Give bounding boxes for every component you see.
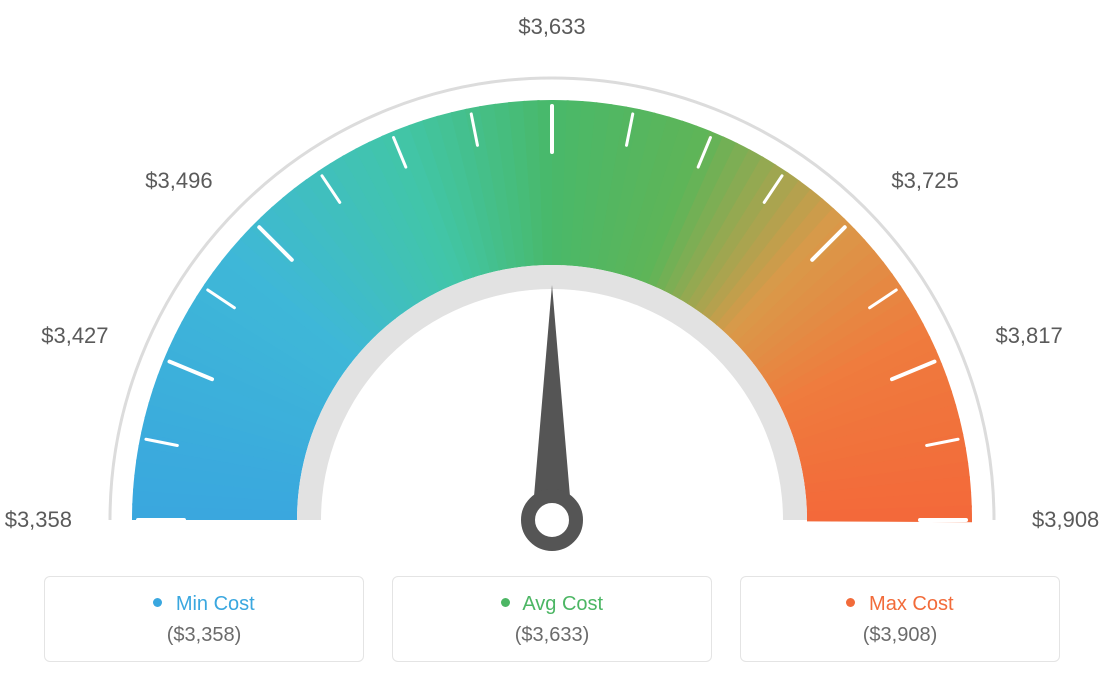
legend-label: Max Cost [869, 593, 953, 615]
dot-icon [153, 598, 162, 607]
legend-value-max: ($3,908) [741, 624, 1059, 647]
gauge-svg [52, 30, 1052, 590]
gauge-tick-label: $3,358 [5, 507, 72, 533]
legend-value-avg: ($3,633) [393, 624, 711, 647]
gauge-tick-label: $3,496 [145, 168, 212, 194]
legend-card-avg: Avg Cost ($3,633) [392, 576, 712, 662]
legend-card-min: Min Cost ($3,358) [44, 576, 364, 662]
legend-title-min: Min Cost [45, 593, 363, 616]
gauge-tick-label: $3,427 [41, 323, 108, 349]
legend-row: Min Cost ($3,358) Avg Cost ($3,633) Max … [0, 576, 1104, 662]
legend-title-avg: Avg Cost [393, 593, 711, 616]
legend-label: Min Cost [176, 593, 255, 615]
dot-icon [501, 598, 510, 607]
legend-value-min: ($3,358) [45, 624, 363, 647]
legend-title-max: Max Cost [741, 593, 1059, 616]
legend-card-max: Max Cost ($3,908) [740, 576, 1060, 662]
gauge-tick-label: $3,908 [1032, 507, 1099, 533]
legend-label: Avg Cost [522, 593, 603, 615]
gauge-tick-label: $3,725 [891, 168, 958, 194]
gauge-tick-label: $3,817 [995, 323, 1062, 349]
gauge-chart: $3,358 $3,427 $3,496 $3,633 $3,725 $3,817 $3,9… [0, 0, 1104, 560]
dot-icon [846, 598, 855, 607]
gauge-tick-label: $3,633 [518, 14, 585, 40]
